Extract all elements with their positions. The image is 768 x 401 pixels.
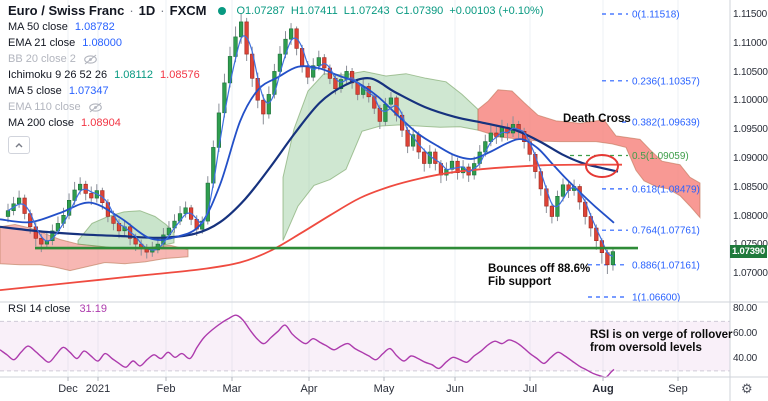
death-cross-circle[interactable] [585,154,619,178]
price-axis-label: 1.09500 [733,124,768,136]
last-price-badge: 1.07390 [730,245,767,259]
indicator-value: 1.08904 [81,117,121,129]
indicator-value: 1.08112 [114,69,154,81]
death-cross-annotation[interactable]: Death Cross [563,113,631,126]
indicator-label: EMA 21 close [8,37,76,49]
high-value: H1.07411 [290,4,338,17]
price-axis-label: 1.08000 [733,210,768,222]
time-axis-label: 2021 [85,383,111,395]
rsi-label: RSI 14 close [8,303,71,315]
indicator-label: MA 50 close [8,21,68,33]
rsi-line [0,314,615,378]
price-axis-label: 1.11000 [733,37,768,49]
time-axis-label: Mar [222,383,242,395]
ma-200-line [0,163,623,291]
title-separator: · [160,3,165,18]
fib-level-label: 0(1.11518) [632,10,680,21]
indicator-value: 1.08576 [160,69,200,81]
fib-level-label: 0.5(1.09059) [632,151,689,162]
time-axis-label: Dec [58,383,78,395]
rsi-axis-label: 80.00 [733,303,758,314]
ma-5-line [7,35,614,257]
death-cross-text: Death Cross [563,113,631,125]
symbol-title-row[interactable]: Euro / Swiss Franc · 1D · FXCM O1.07287 H… [8,3,550,18]
ohlc-values: O1.07287 H1.07411 L1.07243 C1.07390 +0.00103… [236,5,549,17]
open-value: O1.07287 [236,4,285,17]
rsi-axis-label: 60.00 [733,327,758,339]
time-axis-label: Sep [668,383,688,395]
fib-level-label: 0.886(1.07161) [632,260,700,271]
kumo-red-forward [477,89,701,219]
indicator-row[interactable]: Ichimoku 9 26 52 26 1.08112 1.08576 [8,68,200,82]
indicator-row[interactable]: MA 200 close 1.08904 [8,116,121,130]
low-value: L1.07243 [343,4,390,17]
indicator-row[interactable]: EMA 110 close [8,100,103,114]
chevron-up-icon [15,142,23,147]
fib-retracement[interactable]: 0(1.11518) 0.236(1.10357) 0.382(1.09639) 0.… [570,10,700,304]
rsi-axis-label: 40.00 [733,352,758,364]
interval-label[interactable]: 1D [138,3,156,18]
price-axis-label: 1.10500 [733,66,768,78]
symbol-name[interactable]: Euro / Swiss Franc [8,3,125,18]
indicator-label: BB 20 close 2 [8,53,76,65]
market-status-dot[interactable] [218,6,227,15]
fib-bounce-line1: Bounces off 88.6% [488,263,591,275]
rsi-note-line1: RSI is on verge of rollover [590,329,733,341]
indicator-row[interactable]: EMA 21 close 1.08000 [8,36,122,50]
settings-gear-icon[interactable]: ⚙ [741,381,753,396]
rsi-note-line2: from oversold levels [590,342,702,354]
time-axis-label: Aug [592,383,614,395]
indicator-label: MA 5 close [8,85,62,97]
indicator-row[interactable]: MA 50 close 1.08782 [8,20,115,34]
close-value: C1.07390 [395,4,444,17]
price-axis-label: 1.07500 [733,239,768,250]
indicator-label: Ichimoku 9 26 52 26 [8,69,108,81]
fib-level-label: 0.764(1.07761) [632,226,700,237]
kumo-green-main [282,70,479,241]
indicator-value: 1.08000 [82,37,123,49]
legend: Euro / Swiss Franc · 1D · FXCM O1.07287 H… [8,3,550,154]
fib-level-label: 0.618(1.08479) [632,184,700,195]
hidden-eye-icon[interactable] [88,102,103,113]
price-axis-label: 1.07000 [733,268,768,279]
fib-level-label: 0.236(1.10357) [632,76,700,87]
indicator-row[interactable]: MA 5 close 1.07347 [8,84,109,98]
indicator-value: 1.07347 [68,85,109,97]
indicator-label: EMA 110 close [8,101,81,113]
price-axis-label: 1.08500 [733,181,768,193]
rsi-note-annotation[interactable]: RSI is on verge of rollover from oversol… [590,329,733,355]
time-axis-label: May [373,383,395,395]
legend-collapse-button[interactable] [8,136,30,154]
fib-level-label: 1(1.06600) [632,293,680,304]
fib-bounce-line2: Fib support [488,276,552,288]
indicator-value: 1.08782 [74,21,115,33]
rsi-band [0,320,730,372]
indicator-row[interactable]: BB 20 close 2 [8,52,98,66]
rsi-value: 31.19 [79,303,107,315]
time-axis-label: Feb [156,383,176,395]
rsi-legend[interactable]: RSI 14 close 31.19 [8,303,107,315]
indicator-label: MA 200 close [8,117,75,129]
change-value: +0.00103 (+0.10%) [449,4,544,17]
exchange-label: FXCM [169,3,207,18]
price-axis-label: 1.09000 [733,152,768,164]
title-separator: · [129,3,134,18]
fib-level-label: 0.382(1.09639) [632,118,700,129]
price-axis-label: 1.11500 [733,9,768,20]
hidden-eye-icon[interactable] [83,54,98,65]
price-axis-label: 1.10000 [733,95,768,107]
grid [67,0,679,377]
time-axis-label: Apr [300,383,318,395]
fib-bounce-annotation[interactable]: Bounces off 88.6% Fib support [488,263,590,289]
time-axis-label: Jun [446,383,464,395]
time-axis-label: Jul [522,383,538,395]
